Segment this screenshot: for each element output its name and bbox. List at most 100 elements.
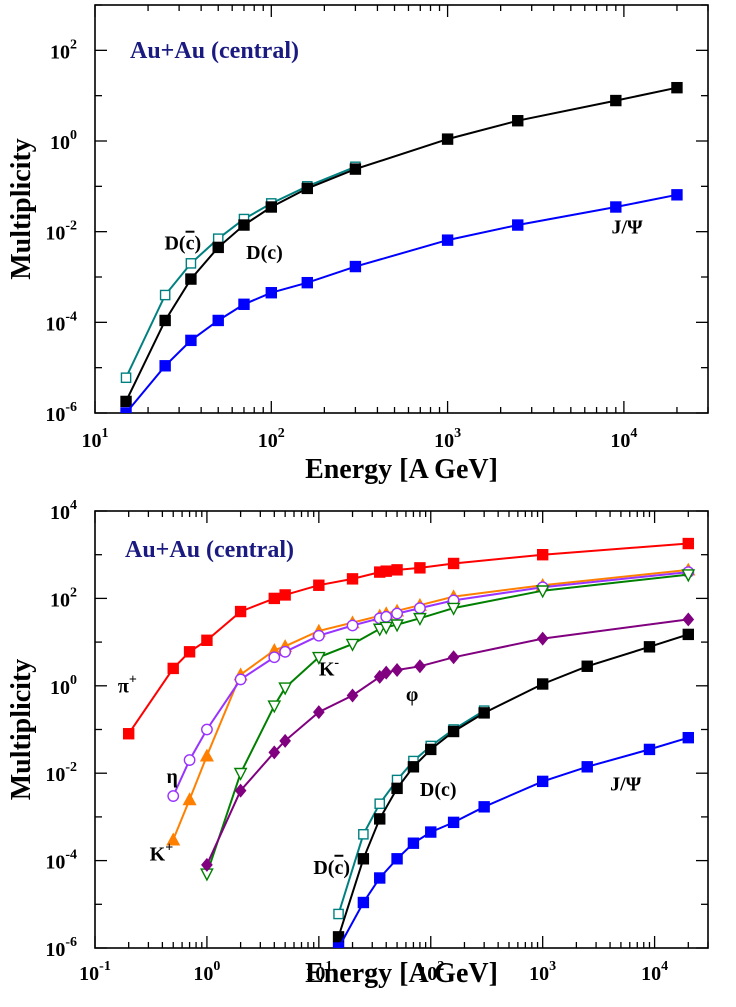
data-point: [212, 314, 224, 327]
y-tick-label: 100: [50, 128, 77, 154]
x-tick-label: 102: [258, 426, 285, 452]
data-point: [301, 182, 313, 195]
data-point: [379, 621, 394, 635]
series-annotation: φ: [406, 684, 418, 706]
data-point: [380, 565, 392, 577]
y-tick-label: 10-2: [45, 760, 77, 786]
data-point: [312, 629, 325, 642]
series-annotation: D(c): [313, 857, 350, 879]
series-annotation: J/Ψ: [610, 774, 642, 796]
data-point: [167, 790, 180, 802]
data-point: [312, 705, 325, 720]
data-point: [643, 743, 656, 756]
data-point: [441, 133, 454, 145]
data-point: [380, 610, 393, 623]
chart-panel-top: 101 102 103 104 10-6 10-4 10-2 100 102 Energy [A …: [6, 4, 709, 485]
data-point: [167, 662, 179, 675]
data-point: [414, 602, 426, 614]
data-point: [201, 857, 213, 872]
x-tick-label: 101: [305, 959, 332, 985]
data-point: [682, 628, 694, 641]
series-annotation: D(c): [420, 779, 457, 801]
data-point: [201, 634, 213, 646]
data-point: [374, 798, 386, 810]
data-point: [414, 562, 426, 574]
series-line: [337, 633, 689, 938]
series-annotation: K-: [319, 656, 340, 681]
data-point: [238, 219, 250, 231]
data-point: [380, 665, 393, 680]
data-point: [313, 579, 325, 591]
series-line: [127, 542, 689, 735]
data-point: [358, 828, 369, 840]
data-point: [201, 723, 213, 736]
y-tick-label: 100: [50, 673, 77, 699]
series-line: [125, 193, 678, 413]
x-tick-label: 101: [82, 426, 109, 452]
data-point: [268, 745, 281, 760]
series-group: [122, 537, 696, 948]
y-tick-label: 10-2: [45, 219, 77, 245]
data-point: [120, 372, 132, 384]
data-point: [267, 700, 282, 714]
data-point: [447, 557, 460, 570]
data-point: [682, 731, 694, 744]
data-point: [346, 619, 359, 632]
data-point: [185, 258, 197, 269]
data-point: [233, 767, 248, 781]
data-point: [390, 619, 404, 633]
data-point: [183, 646, 196, 658]
series-line: [205, 573, 689, 875]
data-point: [581, 761, 593, 773]
chart-panel-bottom: 10-1 100 101 102 103 104 10-6 10-4 10-2 100 102 104…: [6, 498, 709, 989]
data-point: [279, 589, 291, 601]
data-point: [536, 678, 549, 690]
data-point: [199, 748, 214, 762]
data-point: [414, 659, 426, 674]
x-tick-label: 10-1: [79, 959, 111, 985]
panel-title: Au+Au (central): [125, 537, 294, 563]
data-point: [682, 612, 695, 627]
data-point: [268, 592, 281, 605]
series-group: [120, 81, 683, 413]
data-point: [234, 673, 247, 686]
x-axis-title: Energy [A GeV]: [305, 958, 498, 989]
y-axis-title: Multiplicity: [6, 659, 37, 801]
data-point: [643, 641, 656, 653]
x-axis-title: Energy [A GeV]: [305, 454, 498, 485]
data-point: [441, 234, 454, 246]
data-point: [234, 605, 247, 618]
data-point: [478, 707, 490, 719]
x-tick-label: 104: [610, 426, 637, 452]
data-point: [610, 201, 622, 213]
y-tick-label: 10-4: [45, 848, 77, 874]
data-point: [447, 725, 460, 738]
series-line: [125, 165, 356, 379]
series-line: [125, 86, 678, 402]
data-point: [185, 334, 197, 347]
data-point: [425, 826, 437, 838]
data-point: [413, 612, 427, 627]
data-point: [374, 872, 386, 884]
data-point: [357, 896, 370, 909]
series-annotation: J/Ψ: [611, 217, 643, 239]
data-point: [159, 289, 171, 301]
data-point: [120, 395, 132, 408]
data-point: [478, 801, 490, 813]
data-point: [333, 908, 344, 920]
x-tick-label: 103: [434, 426, 461, 452]
data-point: [345, 638, 360, 652]
series-annotation: η: [167, 766, 178, 788]
data-point: [349, 163, 362, 175]
x-tick-label: 103: [529, 959, 556, 985]
y-tick-label: 10-4: [45, 309, 77, 335]
data-point: [682, 537, 694, 550]
data-point: [182, 792, 197, 806]
data-point: [212, 241, 224, 254]
series-line: [337, 736, 689, 948]
data-point: [332, 942, 345, 948]
y-tick-label: 102: [50, 585, 77, 611]
x-tick-label: 102: [417, 959, 444, 985]
data-point: [346, 573, 359, 585]
data-point: [120, 407, 132, 413]
